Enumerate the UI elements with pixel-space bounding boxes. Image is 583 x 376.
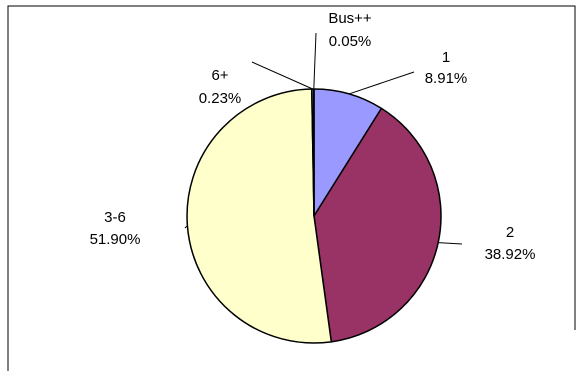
- slice-percent-3-6: 51.90%: [90, 231, 141, 248]
- slice-percent-6plus: 0.23%: [199, 90, 242, 107]
- slices-layer: [187, 89, 441, 343]
- leader-line-2: [438, 243, 462, 244]
- slice-label-3-6: 3-6: [104, 209, 126, 226]
- pie-slice-3-6: [187, 89, 331, 343]
- slice-percent-1: 8.91%: [425, 70, 468, 87]
- slice-label-2: 2: [506, 224, 514, 241]
- slice-label-6plus: 6+: [211, 67, 228, 84]
- leader-line-6plus: [252, 62, 313, 89]
- slice-percent-busplusplus: 0.05%: [329, 33, 372, 50]
- slice-percent-2: 38.92%: [485, 246, 536, 263]
- leader-line-busplusplus: [314, 33, 316, 89]
- slice-label-1: 1: [442, 49, 450, 66]
- leader-line-1: [349, 72, 414, 94]
- slice-label-busplusplus: Bus++: [328, 10, 372, 27]
